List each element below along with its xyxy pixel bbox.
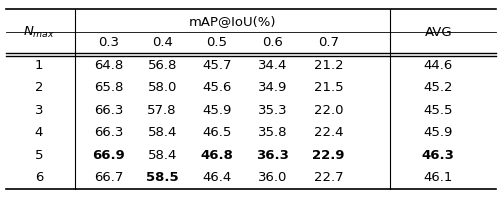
Text: 58.4: 58.4 xyxy=(147,149,176,162)
Text: 0.7: 0.7 xyxy=(317,36,338,49)
Text: 46.5: 46.5 xyxy=(202,126,231,139)
Text: $N_{max}$: $N_{max}$ xyxy=(23,25,55,40)
Text: 36.0: 36.0 xyxy=(258,171,287,184)
Text: 58.0: 58.0 xyxy=(147,81,176,94)
Text: 45.7: 45.7 xyxy=(202,59,231,72)
Text: 4: 4 xyxy=(35,126,43,139)
Text: 21.5: 21.5 xyxy=(313,81,343,94)
Text: 0.6: 0.6 xyxy=(262,36,283,49)
Text: 22.7: 22.7 xyxy=(313,171,343,184)
Text: 66.9: 66.9 xyxy=(92,149,125,162)
Text: mAP@IoU(%): mAP@IoU(%) xyxy=(188,15,276,28)
Text: 21.2: 21.2 xyxy=(313,59,343,72)
Text: 34.4: 34.4 xyxy=(258,59,287,72)
Text: 0.3: 0.3 xyxy=(98,36,119,49)
Text: 45.9: 45.9 xyxy=(423,126,452,139)
Text: 22.0: 22.0 xyxy=(313,104,343,117)
Text: 66.7: 66.7 xyxy=(94,171,123,184)
Text: 58.4: 58.4 xyxy=(147,126,176,139)
Text: 44.6: 44.6 xyxy=(423,59,452,72)
Text: 2: 2 xyxy=(35,81,43,94)
Text: 3: 3 xyxy=(35,104,43,117)
Text: 46.1: 46.1 xyxy=(423,171,452,184)
Text: 1: 1 xyxy=(35,59,43,72)
Text: 35.3: 35.3 xyxy=(257,104,287,117)
Text: 56.8: 56.8 xyxy=(147,59,176,72)
Text: AVG: AVG xyxy=(423,26,451,39)
Text: 35.8: 35.8 xyxy=(257,126,287,139)
Text: 34.9: 34.9 xyxy=(258,81,287,94)
Text: 0.4: 0.4 xyxy=(151,36,172,49)
Text: 46.4: 46.4 xyxy=(202,171,231,184)
Text: 36.3: 36.3 xyxy=(256,149,289,162)
Text: 45.2: 45.2 xyxy=(423,81,452,94)
Text: 0.5: 0.5 xyxy=(206,36,227,49)
Text: 66.3: 66.3 xyxy=(94,104,123,117)
Text: 45.9: 45.9 xyxy=(202,104,231,117)
Text: 45.5: 45.5 xyxy=(423,104,452,117)
Text: 65.8: 65.8 xyxy=(94,81,123,94)
Text: 45.6: 45.6 xyxy=(202,81,231,94)
Text: 66.3: 66.3 xyxy=(94,126,123,139)
Text: 46.8: 46.8 xyxy=(200,149,233,162)
Text: 6: 6 xyxy=(35,171,43,184)
Text: 5: 5 xyxy=(35,149,43,162)
Text: 46.3: 46.3 xyxy=(421,149,454,162)
Text: 58.5: 58.5 xyxy=(145,171,178,184)
Text: 57.8: 57.8 xyxy=(147,104,176,117)
Text: 22.9: 22.9 xyxy=(312,149,344,162)
Text: 64.8: 64.8 xyxy=(94,59,123,72)
Text: 22.4: 22.4 xyxy=(313,126,343,139)
